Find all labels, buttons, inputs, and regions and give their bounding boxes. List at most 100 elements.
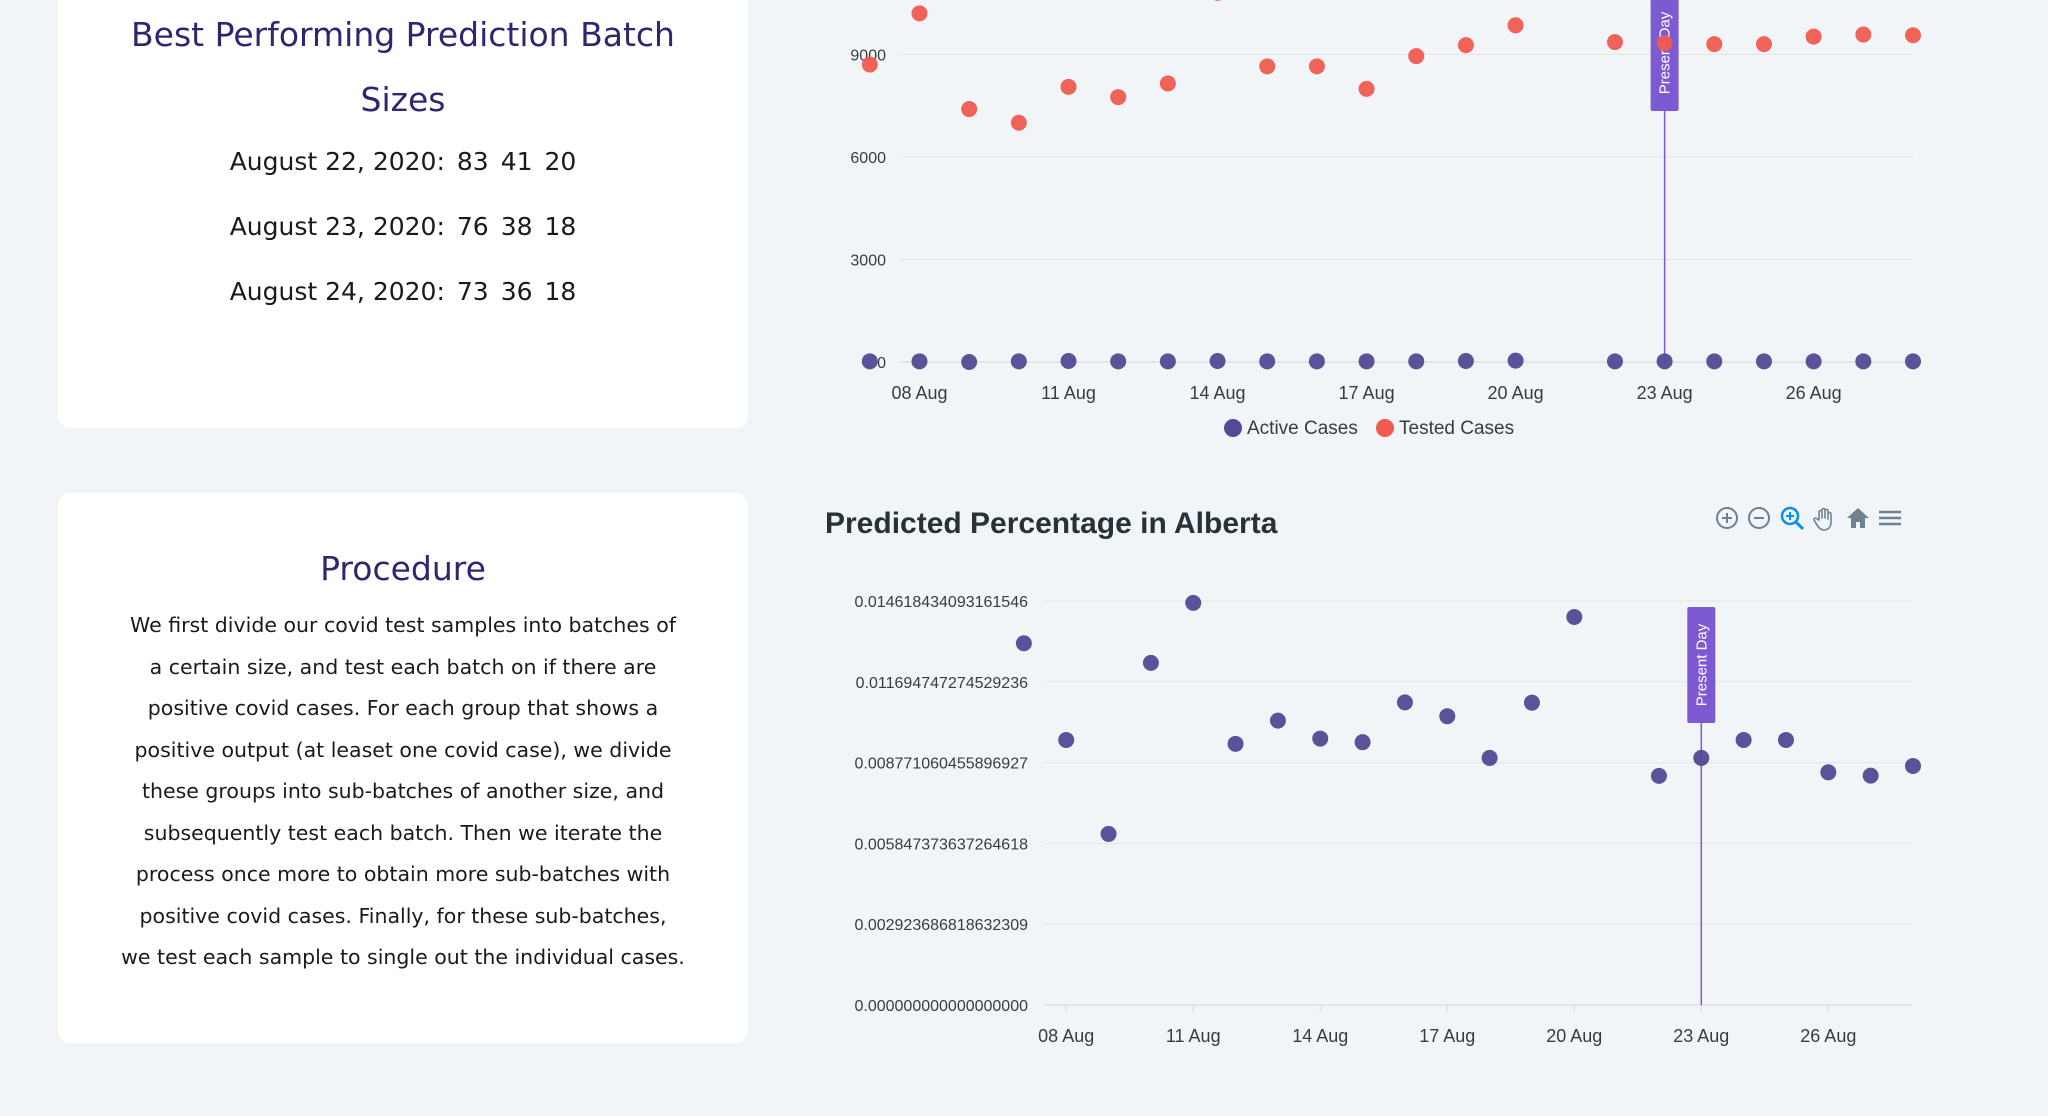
procedure-line: a certain size, and test each batch on i… — [149, 654, 657, 679]
batch-row: August 22, 2020: 83 41 20 — [58, 142, 748, 207]
data-point — [1259, 353, 1276, 370]
batch-size-2: 41 — [500, 147, 533, 176]
menu-icon[interactable] — [1875, 503, 1905, 533]
data-point — [1606, 34, 1623, 51]
data-point — [1481, 749, 1498, 766]
data-point — [1706, 36, 1723, 53]
x-tick-label: 14 Aug — [1292, 1026, 1348, 1046]
procedure-line: these groups into sub-batches of another… — [141, 779, 665, 803]
data-point — [1058, 731, 1075, 748]
batch-size-2: 36 — [500, 277, 533, 306]
batch-card-title-line2: Sizes — [360, 80, 446, 119]
batch-size-1: 83 — [456, 147, 489, 176]
y-tick-label: 0.011694747274529236 — [856, 675, 1028, 692]
data-point — [961, 354, 978, 370]
data-point — [1010, 114, 1027, 131]
zoom-select-icon[interactable] — [1777, 503, 1807, 533]
data-point — [1100, 825, 1117, 842]
data-point — [1905, 757, 1921, 774]
data-point — [1312, 730, 1329, 747]
present-day-label-bg — [1650, 0, 1679, 111]
x-tick-label: 20 Aug — [1546, 1026, 1602, 1046]
batch-row-date: August 22, 2020: — [229, 147, 445, 176]
data-point — [1060, 352, 1077, 369]
data-point — [1439, 708, 1456, 725]
data-point — [1693, 749, 1710, 766]
chart-toolbar — [1712, 503, 1912, 533]
data-point — [1358, 80, 1375, 97]
data-point — [1820, 764, 1837, 781]
data-point — [1855, 26, 1872, 43]
data-point — [1656, 35, 1673, 52]
batch-card-title-line1: Best Performing Prediction Batch — [131, 15, 675, 54]
data-point — [1308, 58, 1325, 75]
procedure-line: we test each sample to single out the in… — [121, 945, 685, 969]
data-point — [1805, 353, 1822, 370]
data-point — [1523, 694, 1540, 711]
procedure-text: We first divide our covid test samples i… — [118, 605, 688, 979]
procedure-title: Procedure — [320, 549, 486, 588]
x-tick-label: 17 Aug — [1339, 383, 1395, 403]
batch-sizes-card: Best Performing Prediction Batch Sizes A… — [58, 0, 748, 428]
present-day-label: Present Day — [1657, 11, 1674, 94]
reset-home-icon[interactable] — [1843, 503, 1873, 533]
y-tick-label: 9000 — [850, 47, 886, 64]
data-point — [1507, 352, 1524, 369]
procedure-line: positive covid cases. Finally, for these… — [139, 903, 667, 928]
batch-size-2: 38 — [500, 212, 533, 241]
x-tick-label: 11 Aug — [1166, 1026, 1221, 1046]
legend-label-tested: Tested Cases — [1399, 418, 1514, 439]
data-point — [1408, 48, 1425, 65]
procedure-line: positive covid cases. For each group tha… — [147, 696, 659, 720]
y-tick-label: 0.008771060455896927 — [854, 756, 1028, 773]
present-day-label: Present Day — [1693, 623, 1710, 706]
chart-title: Predicted Percentage in Alberta — [825, 507, 1278, 540]
data-point — [1213, 0, 1222, 1]
y-tick-label: 0.005847373637264618 — [854, 836, 1028, 853]
x-tick-label: 26 Aug — [1786, 383, 1842, 403]
data-point — [1905, 27, 1921, 44]
x-tick-label: 08 Aug — [1038, 1026, 1094, 1046]
data-point — [861, 56, 878, 73]
procedure-card: Procedure We first divide our covid test… — [58, 493, 748, 1043]
x-tick-label: 20 Aug — [1488, 383, 1544, 403]
data-point — [1507, 17, 1524, 34]
procedure-line: subsequently test each batch. Then we it… — [143, 820, 663, 845]
data-point — [1358, 353, 1375, 370]
data-point — [1142, 654, 1159, 671]
data-point — [1457, 352, 1474, 369]
cases-scatter-chart: 0 3000 6000 9000 08 Aug 11 Aug 14 Aug 17 Aug 20 … — [850, 0, 1921, 439]
data-point — [1259, 58, 1276, 75]
zoom-in-icon[interactable] — [1712, 503, 1742, 533]
data-point — [1015, 635, 1032, 652]
batch-row-date: August 24, 2020: — [229, 277, 445, 306]
data-point — [1566, 608, 1583, 625]
data-point — [1755, 36, 1772, 53]
data-point — [1855, 353, 1872, 370]
data-point — [1110, 89, 1127, 106]
data-point — [911, 353, 928, 370]
batch-card-title: Best Performing Prediction Batch Sizes — [58, 2, 748, 132]
pan-hand-icon[interactable] — [1810, 503, 1840, 533]
data-point — [1457, 37, 1474, 54]
x-tick-label: 23 Aug — [1637, 383, 1693, 403]
y-tick-label: 0.000000000000000000 — [854, 998, 1028, 1015]
y-tick-label: 6000 — [850, 150, 886, 167]
zoom-out-icon[interactable] — [1744, 503, 1774, 533]
x-tick-label: 26 Aug — [1800, 1026, 1856, 1046]
legend-label-active: Active Cases — [1247, 418, 1358, 439]
procedure-line: We first divide our covid test samples i… — [130, 613, 676, 637]
data-point — [1408, 353, 1425, 370]
data-point — [1656, 353, 1673, 370]
y-tick-label: 0 — [877, 355, 886, 372]
batch-size-1: 73 — [456, 277, 489, 306]
batch-row-date: August 23, 2020: — [229, 212, 445, 241]
data-point — [1010, 353, 1027, 370]
x-tick-label: 08 Aug — [891, 383, 947, 403]
legend-marker-active — [1224, 419, 1242, 437]
data-point — [1308, 353, 1325, 370]
data-point — [911, 5, 928, 22]
data-point — [1650, 767, 1667, 784]
data-point — [1060, 78, 1077, 95]
data-point — [1269, 712, 1286, 729]
